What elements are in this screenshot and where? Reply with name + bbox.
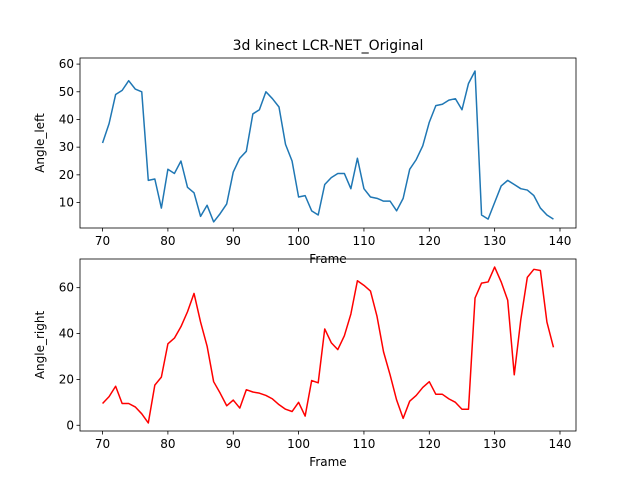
top-y-tick-label: 60 — [59, 57, 74, 71]
bottom-y-tick-label: 60 — [59, 281, 74, 295]
top-x-tick-label: 130 — [483, 234, 506, 248]
top-y-tick-label: 50 — [59, 85, 74, 99]
top-x-tick-label: 110 — [352, 234, 375, 248]
bottom-x-tick-label: 70 — [95, 437, 110, 451]
top-series-line — [101, 70, 554, 223]
bottom-x-tick-label: 140 — [549, 437, 572, 451]
top-x-tick-label: 70 — [95, 234, 110, 248]
bottom-axes-frame — [79, 258, 577, 432]
bottom-plot-area: 70 80 90 100 110 120 130 140 0 20 40 60 — [59, 258, 577, 451]
bottom-x-tick-label: 110 — [352, 437, 375, 451]
top-x-tick-label: 90 — [226, 234, 241, 248]
top-x-tick-label: 140 — [549, 234, 572, 248]
bottom-y-axis-label: Angle_right — [33, 311, 47, 380]
bottom-series-line — [102, 266, 555, 424]
bottom-x-tick-label: 100 — [287, 437, 310, 451]
top-y-tick-label: 20 — [59, 168, 74, 182]
top-x-tick-label: 80 — [160, 234, 175, 248]
top-x-tick-label: 120 — [418, 234, 441, 248]
bottom-x-axis-label: Frame — [309, 455, 346, 469]
top-y-axis-label: Angle_left — [33, 113, 47, 173]
top-x-tick-label: 100 — [287, 234, 310, 248]
bottom-x-tick-label: 130 — [483, 437, 506, 451]
top-axes-frame — [79, 57, 577, 229]
top-subplot: 3d kinect LCR-NET_Original 70 80 90 100 110 1… — [33, 38, 577, 266]
top-y-tick-label: 30 — [59, 140, 74, 154]
bottom-y-tick-label: 0 — [66, 418, 74, 432]
top-plot-area: 70 80 90 100 110 120 130 140 10 20 30 40 50 60 — [59, 57, 577, 248]
bottom-x-tick-label: 120 — [418, 437, 441, 451]
bottom-x-tick-label: 80 — [160, 437, 175, 451]
chart-title: 3d kinect LCR-NET_Original — [233, 38, 424, 54]
top-y-tick-label: 10 — [59, 196, 74, 210]
bottom-y-tick-label: 40 — [59, 327, 74, 341]
top-y-tick-label: 40 — [59, 112, 74, 126]
bottom-subplot: 70 80 90 100 110 120 130 140 0 20 40 60 Frame Angle… — [33, 258, 577, 469]
bottom-y-tick-label: 20 — [59, 372, 74, 386]
bottom-x-tick-label: 90 — [226, 437, 241, 451]
